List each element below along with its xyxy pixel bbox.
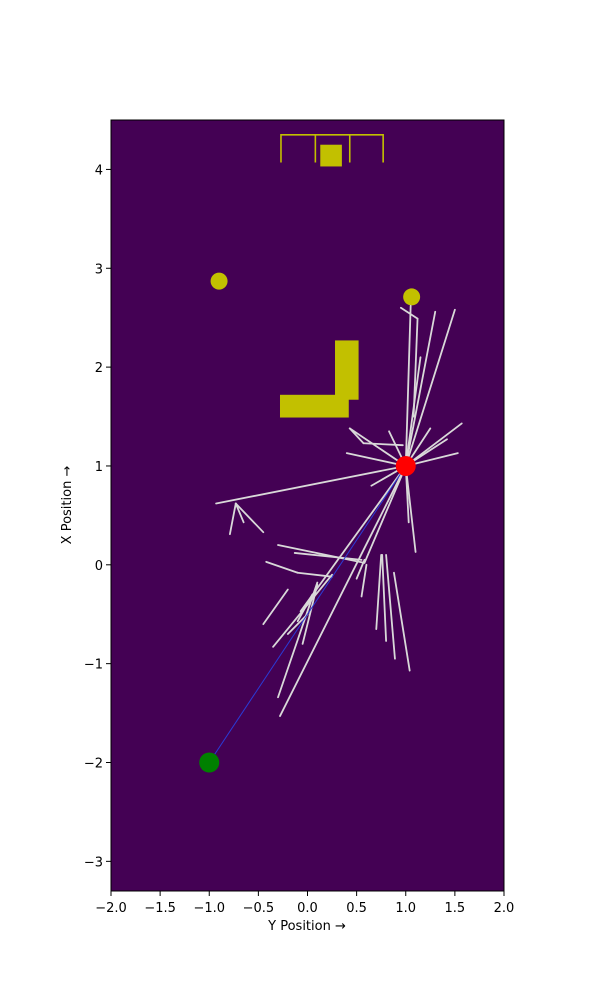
plot-background xyxy=(111,120,504,891)
tree-edge-27 xyxy=(265,560,299,574)
tree-edge-22 xyxy=(279,465,407,717)
tree-edge-38 xyxy=(277,581,319,699)
start-marker xyxy=(199,752,220,773)
obstacle-rect-2 xyxy=(320,144,342,167)
y-tick-label-2: −1 xyxy=(84,658,103,673)
obstacles-layer xyxy=(210,134,421,418)
y-tick-label-3: 0 xyxy=(95,559,103,574)
tree-edge-10 xyxy=(404,304,412,467)
x-tick-label-3: −0.5 xyxy=(243,901,275,916)
tree-edge-2 xyxy=(234,502,245,524)
tree-edge-28 xyxy=(296,571,333,578)
y-tick-label-4: 1 xyxy=(95,460,103,475)
x-tick-label-0: −2.0 xyxy=(95,901,127,916)
tree-edge-32 xyxy=(393,571,411,672)
obstacle-bracket xyxy=(280,134,384,163)
tree-edge-34 xyxy=(360,563,368,598)
tree-edge-23 xyxy=(299,465,407,613)
x-tick-label-6: 1.0 xyxy=(395,901,416,916)
tree-edge-15 xyxy=(404,356,422,467)
tree-edge-29 xyxy=(375,554,383,630)
tree-edge-30 xyxy=(381,554,388,642)
tree-edge-25 xyxy=(277,544,366,564)
tree-edge-7 xyxy=(345,452,407,467)
x-tick-label-4: 0.0 xyxy=(297,901,318,916)
x-tick-label-7: 1.5 xyxy=(445,901,466,916)
tree-edge-4 xyxy=(348,427,407,467)
y-tick-label-5: 2 xyxy=(95,361,103,376)
x-tick-label-5: 0.5 xyxy=(346,901,367,916)
tree-layer xyxy=(215,304,463,717)
x-tick-label-2: −1.0 xyxy=(193,901,225,916)
tree-edge-14 xyxy=(404,308,456,467)
tree-edge-3 xyxy=(234,502,265,534)
tree-edge-13 xyxy=(404,310,437,467)
obstacle-circle-0 xyxy=(210,272,228,290)
tree-edge-1 xyxy=(228,502,237,536)
tree-edge-37 xyxy=(296,593,314,623)
tree-edge-24 xyxy=(363,465,407,564)
y-axis-label: X Position → xyxy=(60,466,75,545)
y-axis: −3 −2 −1 0 1 2 3 4 xyxy=(84,163,111,870)
tree-edge-11 xyxy=(399,306,419,320)
tree-edge-31 xyxy=(385,554,396,660)
tree-edge-35 xyxy=(262,588,289,626)
tree-edge-39 xyxy=(301,583,319,645)
path-layer xyxy=(208,465,407,763)
x-axis-label: Y Position → xyxy=(267,919,346,934)
solution-path xyxy=(208,465,407,763)
tree-edge-40 xyxy=(286,613,309,635)
tree-edge-0 xyxy=(215,465,407,505)
y-tick-label-7: 4 xyxy=(95,163,103,178)
obstacle-rect-1 xyxy=(335,340,359,400)
x-axis: −2.0 −1.5 −1.0 −0.5 0.0 0.5 1.0 1.5 2.0 xyxy=(95,891,514,916)
y-tick-label-6: 3 xyxy=(95,262,103,277)
tree-edge-33 xyxy=(355,558,366,580)
obstacle-circle-1 xyxy=(403,288,421,306)
y-tick-label-1: −2 xyxy=(84,757,103,772)
obstacle-rect-0 xyxy=(279,394,349,418)
tree-edge-26 xyxy=(293,552,363,561)
y-tick-label-0: −3 xyxy=(84,855,103,870)
markers-layer xyxy=(199,455,416,773)
tree-edge-5 xyxy=(348,427,365,445)
x-tick-label-8: 2.0 xyxy=(494,901,515,916)
x-tick-label-1: −1.5 xyxy=(144,901,176,916)
goal-marker xyxy=(395,455,416,476)
